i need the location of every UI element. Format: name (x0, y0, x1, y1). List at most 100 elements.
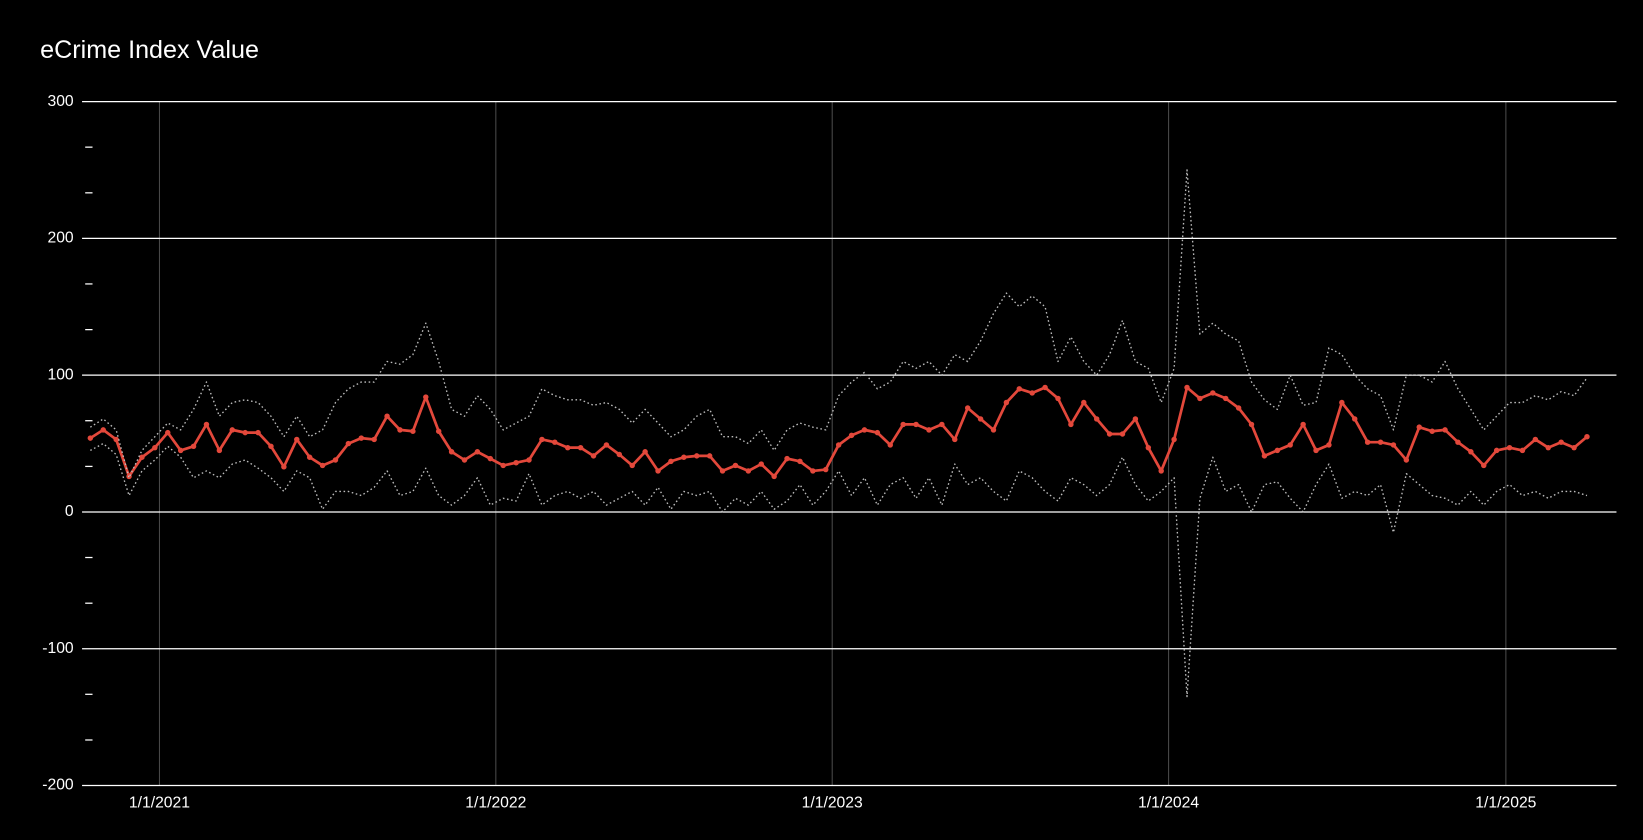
point (1455, 439, 1461, 445)
point (1132, 416, 1139, 422)
point (1029, 390, 1035, 396)
point (1506, 444, 1513, 451)
point (1313, 447, 1319, 454)
x-tick-label: 1/1/2023 (802, 794, 863, 811)
point (1545, 444, 1551, 451)
point (642, 449, 648, 455)
point (423, 394, 429, 400)
point (719, 468, 726, 474)
point (1106, 431, 1113, 437)
point (848, 432, 855, 439)
point (1429, 428, 1435, 434)
point (694, 453, 700, 459)
point (229, 427, 235, 433)
point (435, 428, 442, 434)
point (745, 468, 752, 474)
point (810, 468, 816, 474)
point (165, 429, 171, 436)
point (706, 453, 713, 459)
point (306, 454, 313, 460)
point (177, 447, 184, 454)
point (1222, 395, 1229, 402)
point (977, 416, 984, 422)
point (513, 459, 519, 466)
point (1442, 427, 1448, 433)
y-tick-label: 100 (47, 366, 73, 383)
point (139, 454, 145, 460)
point (1145, 444, 1152, 451)
point (990, 427, 997, 433)
point (835, 442, 842, 448)
point (552, 439, 558, 445)
point (1068, 421, 1074, 428)
point (1584, 434, 1590, 440)
point (952, 436, 958, 443)
point (1016, 386, 1023, 392)
point (358, 435, 365, 441)
point (410, 428, 416, 434)
point (900, 421, 906, 428)
x-tick-label: 1/1/2024 (1138, 794, 1199, 811)
point (1055, 395, 1061, 402)
x-tick-label: 1/1/2021 (129, 794, 190, 811)
point (1558, 439, 1564, 445)
point (681, 454, 687, 460)
point (461, 457, 468, 463)
point (1287, 442, 1293, 448)
point (1493, 447, 1500, 454)
point (448, 449, 455, 455)
point (87, 435, 94, 441)
point (474, 449, 481, 455)
point (603, 442, 610, 448)
point (268, 443, 274, 450)
point (1481, 462, 1487, 469)
point (784, 455, 790, 462)
point (913, 421, 919, 428)
point (371, 436, 377, 443)
point (526, 457, 532, 463)
point (332, 457, 339, 463)
point (771, 473, 777, 480)
point (564, 444, 571, 451)
point (887, 442, 893, 448)
point (1352, 416, 1358, 422)
x-tick-label: 1/1/2025 (1475, 794, 1536, 811)
point (861, 427, 868, 433)
point (1081, 399, 1087, 406)
point (1042, 384, 1048, 391)
point (1210, 390, 1216, 396)
point (1184, 384, 1190, 391)
point (100, 427, 106, 433)
x-tick-label: 1/1/2022 (465, 794, 526, 811)
point (1468, 449, 1474, 455)
point (926, 427, 932, 433)
y-tick-label: 200 (47, 230, 73, 247)
y-tick-label: -200 (42, 777, 74, 794)
point (1197, 395, 1203, 402)
point (758, 461, 764, 467)
point (487, 455, 494, 462)
point (1274, 447, 1281, 454)
point (655, 468, 661, 474)
point (1093, 416, 1100, 422)
point (113, 436, 119, 443)
point (397, 427, 403, 433)
point (1364, 439, 1371, 445)
y-tick-label: 300 (47, 93, 73, 110)
point (1416, 424, 1422, 430)
point (190, 443, 197, 450)
point (255, 429, 261, 436)
point (1158, 468, 1164, 474)
point (539, 436, 545, 443)
point (823, 466, 829, 473)
point (216, 447, 223, 454)
point (152, 444, 158, 451)
chart-title: eCrime Index Value (40, 36, 259, 64)
point (281, 464, 287, 470)
point (874, 429, 881, 436)
point (939, 421, 945, 428)
point (964, 405, 971, 411)
